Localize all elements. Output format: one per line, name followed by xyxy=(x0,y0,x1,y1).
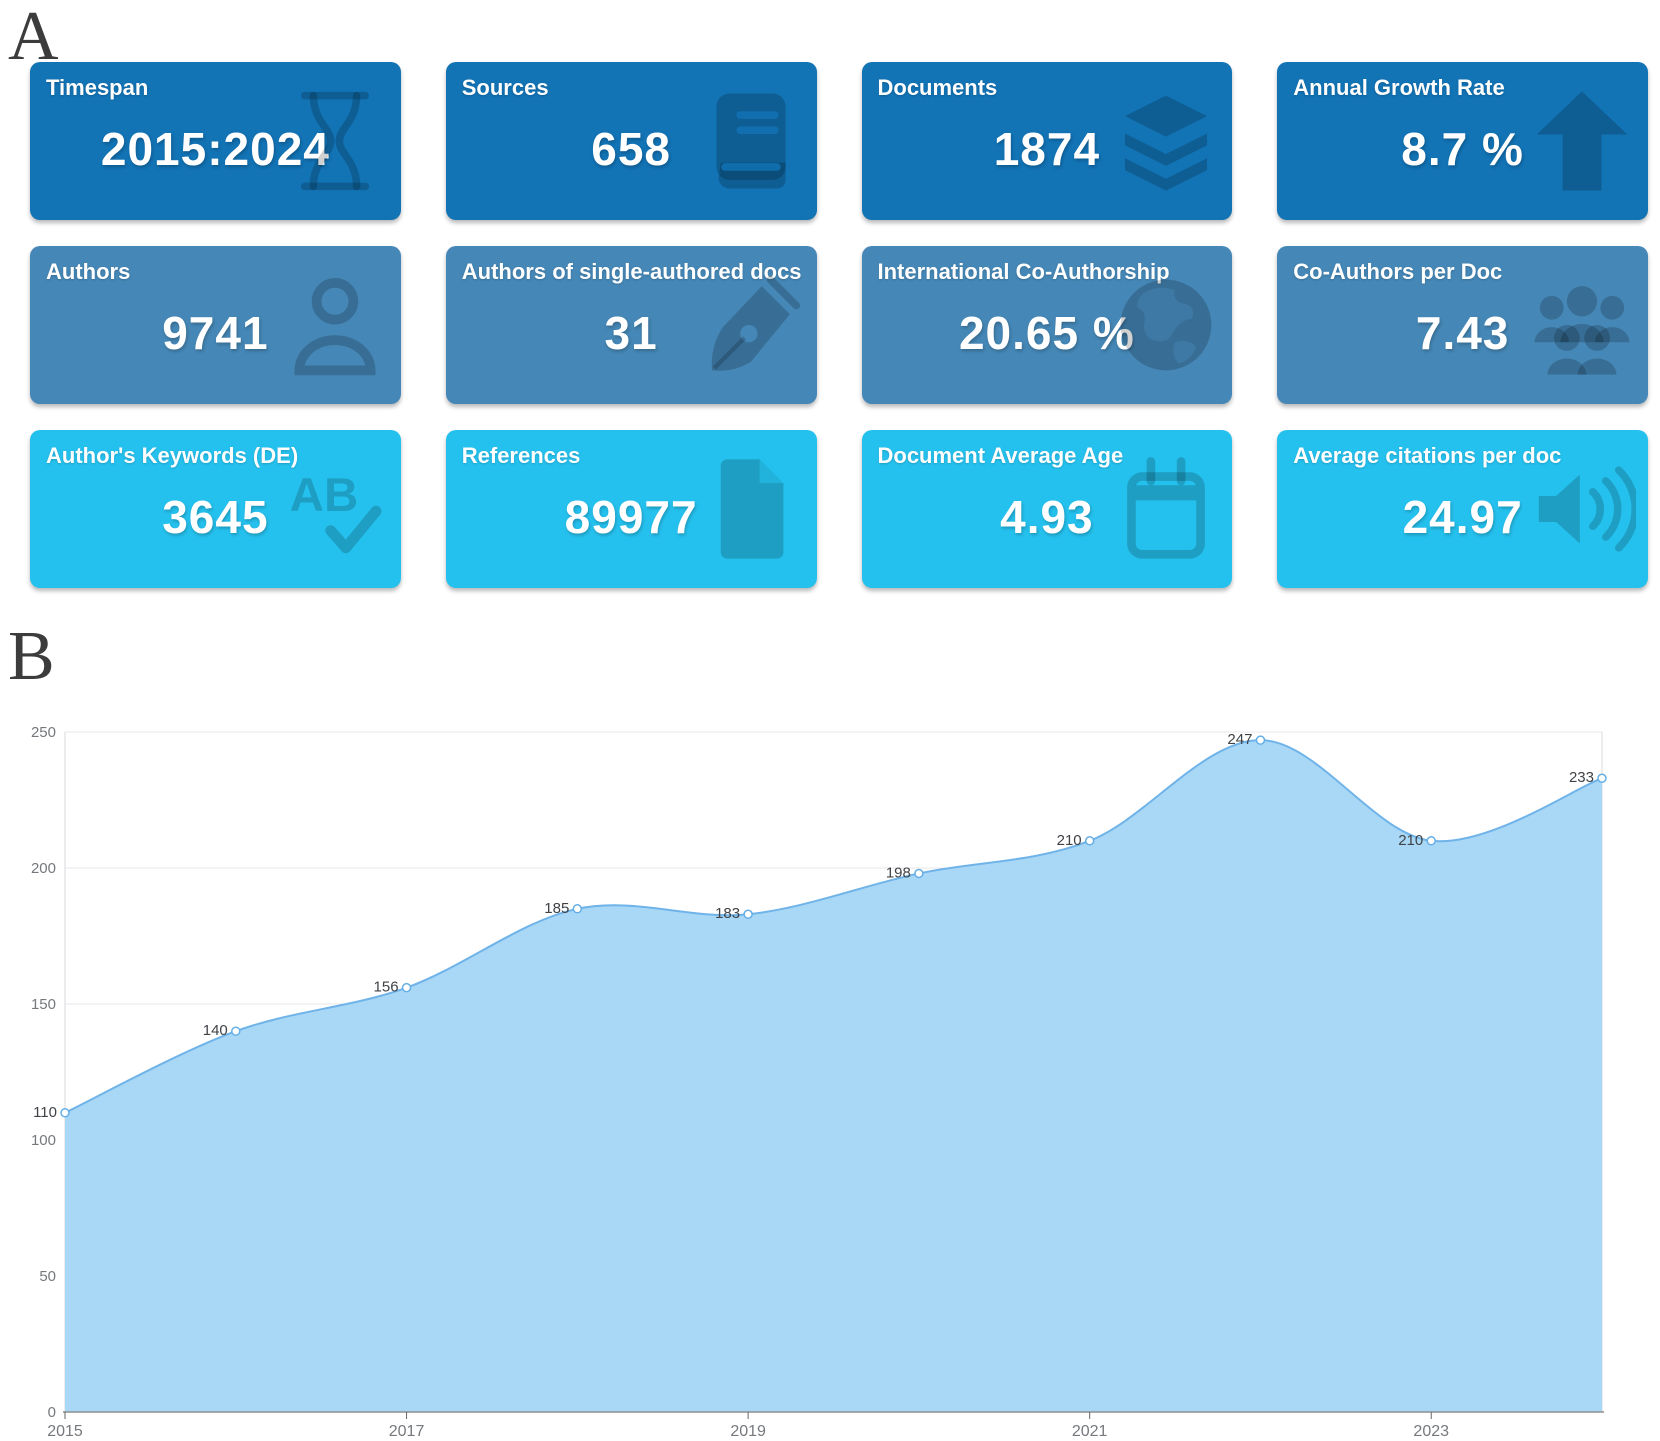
data-point-marker[interactable] xyxy=(401,982,412,993)
stat-card-row-3: Author's Keywords (DE) 3645 References 8997… xyxy=(30,430,1648,588)
stat-card-value: 2015:2024 xyxy=(100,123,330,175)
pen-nib-icon xyxy=(697,269,805,381)
stat-card-label: Sources xyxy=(461,75,549,100)
stat-card-value: 89977 xyxy=(564,491,698,543)
hourglass-icon xyxy=(281,85,389,197)
stat-card-label: References xyxy=(461,443,581,468)
stat-card-international-co-authorship: International Co-Authorship 20.65 % xyxy=(861,246,1233,404)
stat-card-value: 8.7 % xyxy=(1401,123,1524,175)
y-tick-label: 200 xyxy=(31,860,56,877)
summary-cards-grid: Timespan 2015:2024 Sources 658 Documents 1874… xyxy=(30,62,1648,588)
y-tick-label: 50 xyxy=(39,1268,56,1285)
y-tick-label: 100 xyxy=(31,1132,56,1149)
stat-card-label: Annual Growth Rate xyxy=(1293,75,1505,100)
data-point-marker[interactable] xyxy=(914,868,924,879)
speaker-icon xyxy=(1528,453,1636,565)
layers-icon xyxy=(1112,85,1220,197)
stat-card-label: Authors xyxy=(46,259,131,284)
people-group-icon xyxy=(1528,269,1636,381)
stat-card-document-average-age: Document Average Age 4.93 xyxy=(861,430,1233,588)
calendar-icon xyxy=(1112,453,1220,565)
data-point-label: 185 xyxy=(544,900,569,917)
data-point-marker[interactable] xyxy=(1084,836,1095,846)
y-tick-label: 250 xyxy=(31,724,56,741)
stat-card-average-citations-per-doc: Average citations per doc 24.97 xyxy=(1277,430,1648,588)
stat-card-value: 20.65 % xyxy=(958,307,1135,359)
area-fill xyxy=(65,740,1602,1412)
stat-card-sources: Sources 658 xyxy=(445,62,817,220)
stat-card-row-1: Timespan 2015:2024 Sources 658 Documents 1874… xyxy=(30,62,1648,220)
stat-card-documents: Documents 1874 xyxy=(861,62,1233,220)
data-point-marker[interactable] xyxy=(1426,836,1436,846)
x-tick-label: 2017 xyxy=(389,1423,425,1440)
data-point-label: 156 xyxy=(374,979,399,996)
file-icon xyxy=(697,453,805,565)
x-tick-label: 2019 xyxy=(730,1423,766,1440)
data-point-label: 183 xyxy=(715,905,740,922)
stat-card-label: International Co-Authorship xyxy=(877,259,1170,284)
stat-card-label: Timespan xyxy=(46,75,149,100)
ab-check-icon xyxy=(281,453,389,565)
data-point-marker[interactable] xyxy=(572,904,583,914)
stat-card-value: 7.43 xyxy=(1415,307,1510,359)
data-point-marker[interactable] xyxy=(231,1026,241,1036)
stat-card-label: Author's Keywords (DE) xyxy=(46,443,299,468)
stat-card-label: Document Average Age xyxy=(877,443,1124,468)
data-point-label: 247 xyxy=(1227,731,1252,748)
stat-card-value: 658 xyxy=(591,123,671,175)
x-tick-label: 2021 xyxy=(1072,1423,1108,1440)
data-point-label: 210 xyxy=(1398,832,1423,849)
data-point-marker[interactable] xyxy=(1255,735,1266,745)
stat-card-authors-of-single-authored-docs: Authors of single-authored docs 31 xyxy=(445,246,817,404)
data-point-marker[interactable] xyxy=(743,909,753,919)
data-point-label: 210 xyxy=(1057,832,1082,849)
book-icon xyxy=(697,85,805,197)
stat-card-label: Co-Authors per Doc xyxy=(1293,259,1503,284)
data-point-marker[interactable] xyxy=(1597,773,1607,783)
data-point-marker[interactable] xyxy=(60,1108,70,1118)
stat-card-timespan: Timespan 2015:2024 xyxy=(30,62,401,220)
trend-line xyxy=(64,739,1603,1114)
person-icon xyxy=(281,269,389,381)
x-tick-label: 2015 xyxy=(47,1423,83,1440)
data-point-label: 110 xyxy=(33,1104,57,1121)
data-point-label: 198 xyxy=(886,864,911,881)
y-tick-label: 0 xyxy=(48,1404,56,1421)
stat-card-co-authors-per-doc: Co-Authors per Doc 7.43 xyxy=(1277,246,1648,404)
stat-card-value: 24.97 xyxy=(1402,491,1523,543)
globe-icon xyxy=(1112,269,1220,381)
data-point-label: 233 xyxy=(1569,769,1594,786)
arrow-up-icon xyxy=(1528,85,1636,197)
stat-card-label: Average citations per doc xyxy=(1293,443,1562,468)
stat-card-label: Authors of single-authored docs xyxy=(461,259,802,284)
data-point-label: 140 xyxy=(203,1022,228,1039)
y-tick-label: 150 xyxy=(31,996,56,1013)
x-tick-label: 2023 xyxy=(1413,1423,1449,1440)
panel-label-b: B xyxy=(8,618,55,695)
stat-card-value: 4.93 xyxy=(1000,491,1094,543)
stat-card-references: References 89977 xyxy=(445,430,817,588)
stat-card-label: Documents xyxy=(877,75,998,100)
annual-production-area-chart[interactable]: 0 50 100 150 200 250 2015 2017 2019 2021 2023 110 14… xyxy=(0,630,1660,1441)
stat-card-row-2: Authors 9741 Authors of single-authored do… xyxy=(30,246,1648,404)
stat-card-authors: Authors 9741 xyxy=(30,246,401,404)
stat-card-value: 3645 xyxy=(162,491,269,543)
stat-card-value: 1874 xyxy=(993,123,1101,175)
stat-card-value: 9741 xyxy=(162,307,269,359)
stat-card-value: 31 xyxy=(604,307,658,359)
stat-card-annual-growth-rate: Annual Growth Rate 8.7 % xyxy=(1277,62,1648,220)
panel-label-a: A xyxy=(8,0,59,75)
stat-card-author-s-keywords-de: Author's Keywords (DE) 3645 xyxy=(30,430,401,588)
